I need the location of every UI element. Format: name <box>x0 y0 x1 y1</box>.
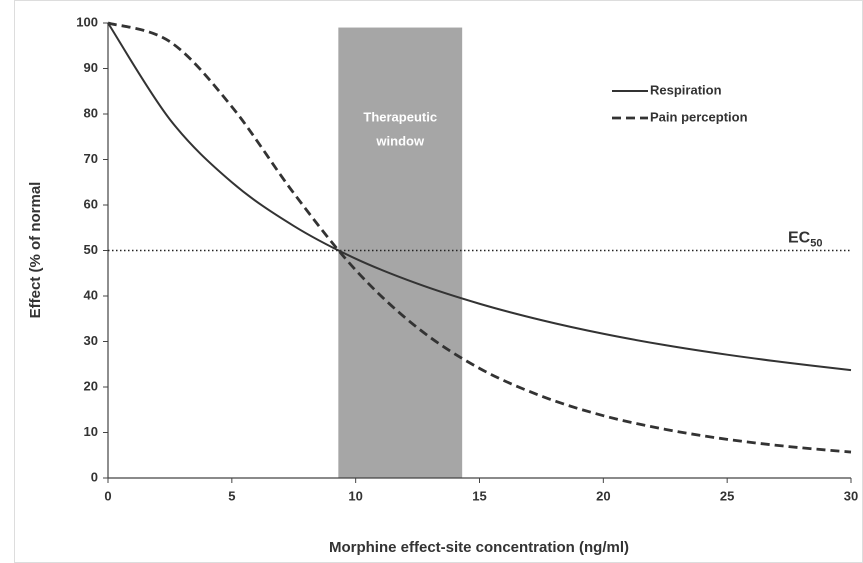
y-axis-title: Effect (% of normal <box>27 182 44 319</box>
y-tick-label: 90 <box>84 60 98 75</box>
series-line <box>107 21 852 454</box>
band-label: Therapeutic <box>363 109 437 124</box>
band-label: window <box>375 133 425 148</box>
x-tick-label: 20 <box>596 488 610 503</box>
y-tick-label: 10 <box>84 424 98 439</box>
y-tick-label: 0 <box>91 469 98 484</box>
y-tick-label: 30 <box>84 333 98 348</box>
legend-label: Respiration <box>650 82 722 97</box>
series-line <box>107 22 852 372</box>
y-tick-label: 50 <box>84 242 98 257</box>
y-tick-label: 60 <box>84 196 98 211</box>
y-tick-label: 70 <box>84 151 98 166</box>
ec50-subscript: 50 <box>810 237 822 249</box>
x-tick-label: 0 <box>104 488 111 503</box>
x-tick-label: 5 <box>228 488 235 503</box>
x-tick-label: 30 <box>844 488 858 503</box>
y-tick-label: 40 <box>84 287 98 302</box>
therapeutic-window <box>338 27 463 479</box>
x-tick-label: 25 <box>720 488 734 503</box>
y-tick-label: 100 <box>76 14 98 29</box>
ec50-text: EC <box>788 230 811 247</box>
legend-label: Pain perception <box>650 109 748 124</box>
x-tick-label: 10 <box>348 488 362 503</box>
x-axis-title: Morphine effect-site concentration (ng/m… <box>329 539 629 556</box>
ec50-label: EC50 <box>788 230 822 250</box>
y-tick-label: 20 <box>84 378 98 393</box>
x-tick-label: 15 <box>472 488 486 503</box>
y-tick-label: 80 <box>84 105 98 120</box>
